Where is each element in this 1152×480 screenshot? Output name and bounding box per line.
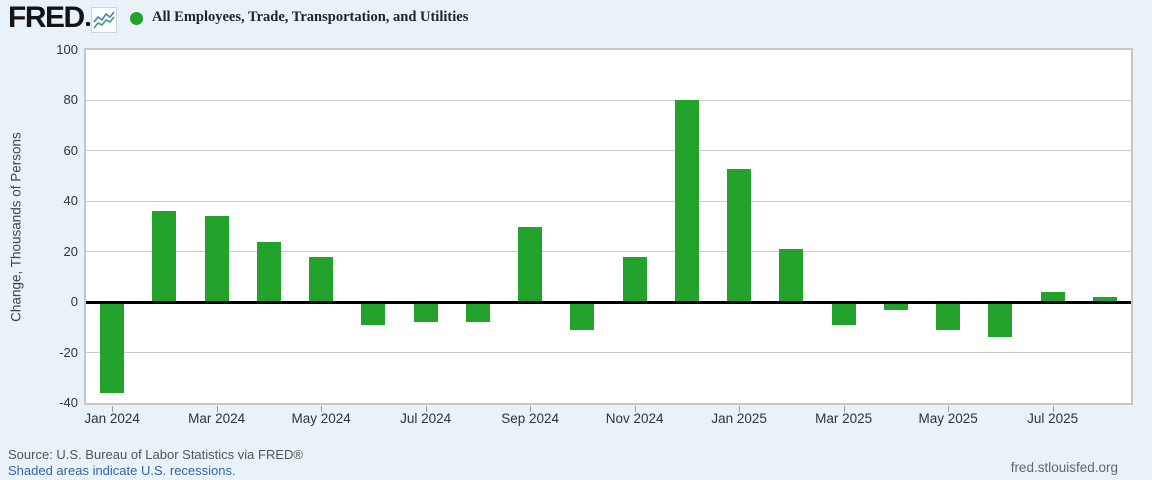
bar-Feb-2024[interactable] [152, 211, 177, 303]
y-axis-tick-labels: 100 80 60 40 20 0 -20 -40 [0, 0, 78, 480]
y-tick-label-0: 0 [70, 294, 78, 310]
x-tick-label-Sep-2024: Sep 2024 [501, 411, 560, 426]
gridline-20 [86, 251, 1131, 253]
bar-Dec-2024[interactable] [674, 100, 699, 303]
y-tick-label-80: 80 [63, 92, 78, 108]
x-tick-label-Mar-2025: Mar 2025 [815, 411, 873, 426]
bar-Aug-2025[interactable] [1092, 297, 1117, 303]
recession-note-link[interactable]: Shaded areas indicate U.S. recessions. [8, 463, 236, 478]
x-tick-Sep-2024 [530, 406, 532, 412]
gridline-60 [86, 150, 1131, 152]
legend-series-dot [130, 12, 143, 25]
bar-Jun-2025[interactable] [988, 302, 1013, 338]
gridline-80 [86, 99, 1131, 101]
x-tick-label-Nov-2024: Nov 2024 [605, 411, 664, 426]
fred-sparkline-icon [91, 7, 117, 33]
legend-series-label: All Employees, Trade, Transportation, an… [152, 9, 469, 25]
x-tick-label-Jul-2025: Jul 2025 [1027, 411, 1079, 426]
x-tick-Nov-2024 [634, 406, 636, 412]
x-tick-label-Jan-2025: Jan 2025 [711, 411, 767, 426]
bar-Aug-2024[interactable] [465, 302, 490, 323]
x-tick-May-2024 [321, 406, 323, 412]
bar-Jun-2024[interactable] [361, 302, 386, 325]
y-tick-label-60: 60 [63, 142, 78, 158]
x-tick-label-May-2025: May 2025 [918, 411, 978, 426]
x-tick-Jan-2025 [739, 406, 741, 412]
bar-Feb-2025[interactable] [779, 249, 804, 303]
x-tick-label-Mar-2024: Mar 2024 [188, 411, 246, 426]
bar-Mar-2024[interactable] [204, 216, 229, 303]
x-tick-label-May-2024: May 2024 [291, 411, 351, 426]
bar-Apr-2025[interactable] [883, 302, 908, 310]
y-tick-label-20: 20 [63, 243, 78, 259]
bar-Jul-2025[interactable] [1040, 292, 1065, 303]
zero-line [86, 300, 1131, 304]
bar-May-2025[interactable] [936, 302, 961, 330]
y-tick-label--40: -40 [59, 395, 78, 410]
fred-logo[interactable]: FRED [8, 3, 90, 33]
bar-Sep-2024[interactable] [518, 226, 543, 303]
x-tick-May-2025 [948, 406, 950, 412]
y-tick-label--20: -20 [59, 344, 78, 360]
x-tick-Jan-2024 [112, 406, 114, 412]
gridline-40 [86, 200, 1131, 202]
bar-Jan-2024[interactable] [100, 302, 125, 393]
registered-mark-dot [85, 22, 90, 26]
bar-Apr-2024[interactable] [256, 241, 281, 303]
fred-site-link[interactable]: fred.stlouisfed.org [1010, 460, 1118, 475]
x-tick-label-Jan-2024: Jan 2024 [84, 411, 140, 426]
x-tick-label-Jul-2024: Jul 2024 [400, 411, 452, 426]
bar-Oct-2024[interactable] [570, 302, 595, 330]
x-tick-Jul-2025 [1052, 406, 1054, 412]
y-tick-label-40: 40 [63, 193, 78, 209]
x-tick-Jul-2024 [425, 406, 427, 412]
bar-Jul-2024[interactable] [413, 302, 438, 323]
fred-logo-text: FRED [8, 1, 85, 34]
bar-Jan-2025[interactable] [727, 168, 752, 303]
bar-Nov-2024[interactable] [622, 256, 647, 303]
source-attribution: Source: U.S. Bureau of Labor Statistics … [8, 447, 303, 462]
x-tick-Mar-2024 [216, 406, 218, 412]
x-tick-Mar-2025 [843, 406, 845, 412]
gridline--20 [86, 352, 1131, 354]
bar-Mar-2025[interactable] [831, 302, 856, 325]
y-tick-label-100: 100 [56, 42, 78, 57]
bar-May-2024[interactable] [309, 256, 334, 303]
plot-area [84, 48, 1133, 405]
